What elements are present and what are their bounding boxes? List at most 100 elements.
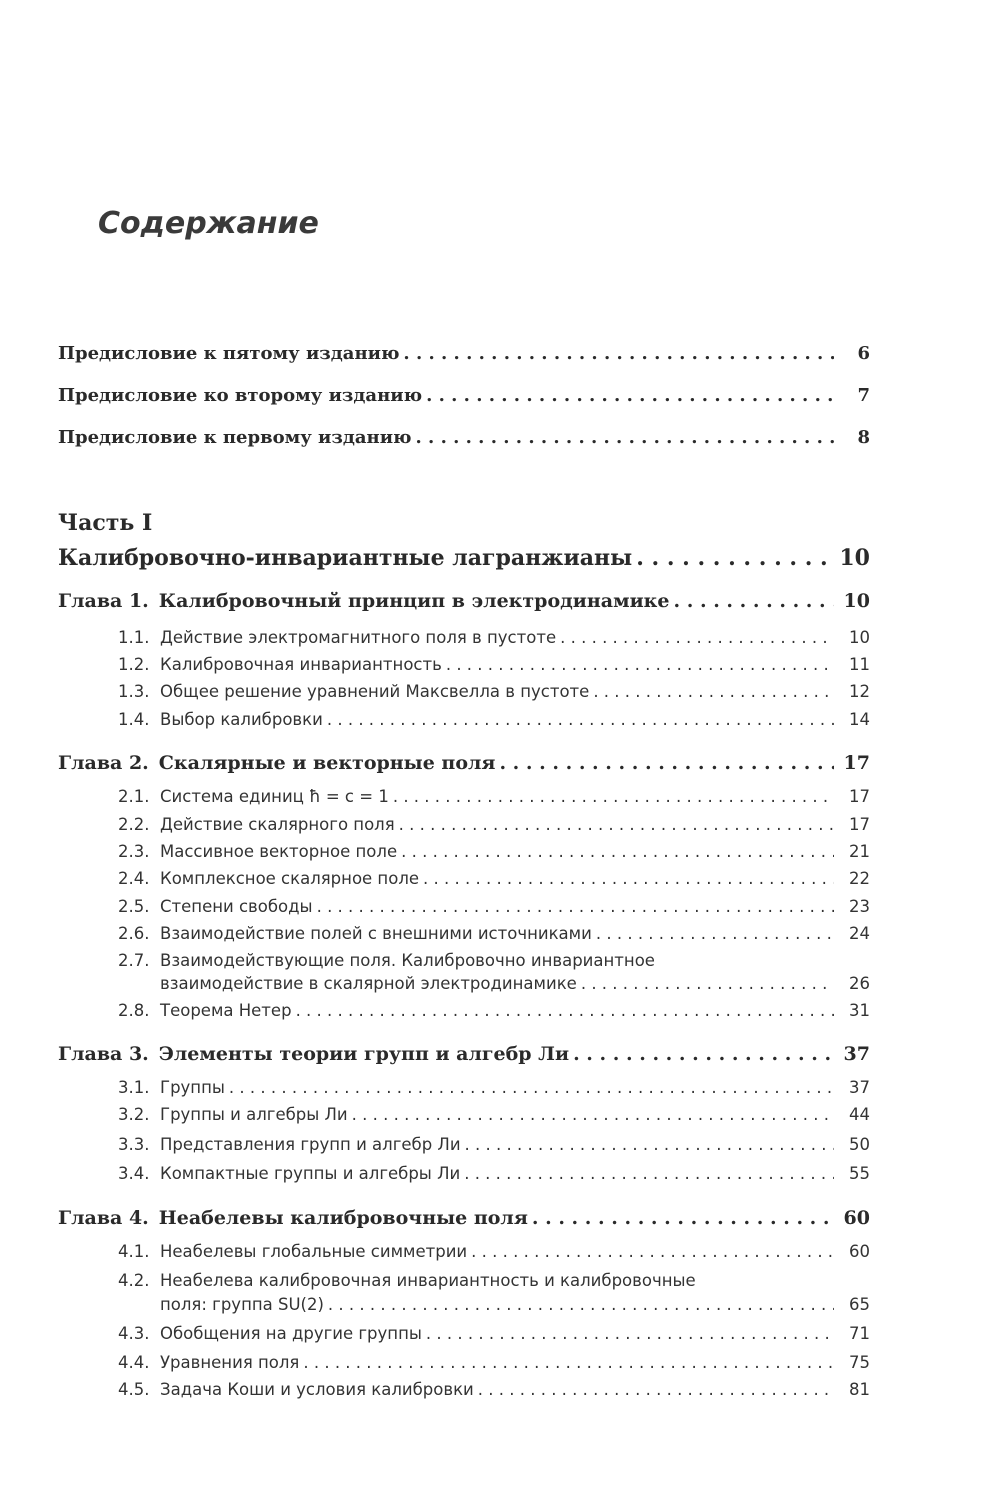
section-title: Взаимодействие полей с внешними источник… [160, 924, 592, 943]
toc-entry-section: 4.3. Обобщения на другие группы 71 [118, 1324, 870, 1343]
page-number: 17 [849, 787, 870, 806]
chapter-title: Калибровочный принцип в электродинамике [158, 590, 670, 612]
section-number: 3.3. [118, 1135, 150, 1154]
section-heading: 1.4. Выбор калибровки [118, 710, 323, 729]
section-title: Компактные группы и алгебры Ли [160, 1164, 461, 1183]
toc-entry-section: 2.2. Действие скалярного поля 17 [118, 815, 870, 834]
section-heading: 2.3. Массивное векторное поле [118, 842, 397, 861]
section-heading: 2.7. Взаимодействующие поля. Калибровочно… [118, 951, 655, 970]
chapter-title: Скалярные и векторные поля [158, 752, 496, 774]
toc-entry-section: 3.3. Представления групп и алгебр Ли 50 [118, 1135, 870, 1154]
page-number: 8 [857, 427, 870, 448]
toc-entry-section: 2.3. Массивное векторное поле 21 [118, 842, 870, 861]
page-number: 37 [849, 1078, 870, 1097]
section-heading: 4.2. Неабелева калибровочная инвариантнос… [118, 1271, 696, 1290]
page-number: 55 [849, 1164, 870, 1183]
dot-leader [317, 897, 834, 916]
section-number: 2.4. [118, 869, 150, 888]
section-number: 1.3. [118, 682, 150, 701]
chapter-number: Глава 2. [58, 752, 149, 774]
dot-leader [446, 655, 834, 674]
toc-entry-preface: Предисловие ко второму изданию 7 [58, 385, 870, 406]
chapter-title: Элементы теории групп и алгебр Ли [158, 1043, 570, 1065]
section-title: Действие электромагнитного поля в пустот… [160, 628, 557, 647]
dot-leader [560, 628, 834, 647]
dot-leader [303, 1353, 834, 1372]
section-title: Задача Коши и условия калибровки [160, 1380, 474, 1399]
section-title: Комплексное скалярное поле [160, 869, 420, 888]
page-number: 22 [849, 869, 870, 888]
section-number: 4.1. [118, 1242, 150, 1261]
part-label: Часть I [58, 510, 870, 536]
page-number: 81 [849, 1380, 870, 1399]
toc-entry-preface: Предисловие к пятому изданию 6 [58, 343, 870, 364]
page-number: 26 [849, 974, 870, 993]
dot-leader [596, 924, 834, 943]
section-number: 3.2. [118, 1105, 150, 1124]
section-heading: 3.4. Компактные группы и алгебры Ли [118, 1164, 460, 1183]
page-number: 6 [857, 343, 870, 364]
section-number: 4.4. [118, 1353, 150, 1372]
page-title: Содержание [98, 206, 319, 241]
section-heading: 3.2. Группы и алгебры Ли [118, 1105, 348, 1124]
section-number: 2.7. [118, 951, 150, 970]
section-title: Степени свободы [160, 897, 313, 916]
chapter-number: Глава 4. [58, 1207, 149, 1229]
entry-title: Предисловие к пятому изданию [58, 343, 400, 364]
page-number: 17 [849, 815, 870, 834]
section-title: Уравнения поля [160, 1353, 300, 1372]
toc-entry-section: 3.2. Группы и алгебры Ли 44 [118, 1105, 870, 1124]
page-number: 37 [843, 1043, 870, 1065]
section-heading: 1.3. Общее решение уравнений Максвелла в … [118, 682, 589, 701]
section-title: Группы [160, 1078, 225, 1097]
toc-entry-section: 4.1. Неабелевы глобальные симметрии 60 [118, 1242, 870, 1261]
dot-leader [328, 1295, 834, 1314]
toc-entry-chapter: Глава 2. Скалярные и векторные поля 17 [58, 752, 870, 774]
dot-leader [296, 1001, 834, 1020]
dot-leader [352, 1105, 834, 1124]
toc-entry-chapter: Глава 4. Неабелевы калибровочные поля 60 [58, 1207, 870, 1229]
page-number: 75 [849, 1353, 870, 1372]
section-heading: 2.1. Система единиц ħ = c = 1 [118, 787, 389, 806]
dot-leader [229, 1078, 834, 1097]
toc-entry-section: 1.1. Действие электромагнитного поля в пу… [118, 628, 870, 647]
section-title: Неабелева калибровочная инвариантность и… [160, 1271, 696, 1290]
section-heading: 1.2. Калибровочная инвариантность [118, 655, 442, 674]
toc-entry-section: 2.7. Взаимодействующие поля. Калибровочно… [118, 951, 870, 970]
dot-leader [499, 752, 834, 774]
section-number: 1.1. [118, 628, 150, 647]
section-heading: 2.6. Взаимодействие полей с внешними исто… [118, 924, 592, 943]
section-heading: 1.1. Действие электромагнитного поля в пу… [118, 628, 556, 647]
chapter-number: Глава 1. [58, 590, 149, 612]
page-number: 14 [849, 710, 870, 729]
dot-leader [401, 842, 834, 861]
section-title: Система единиц ħ = c = 1 [160, 787, 389, 806]
section-heading: 4.1. Неабелевы глобальные симметрии [118, 1242, 467, 1261]
toc-entry-section: 4.2. Неабелева калибровочная инвариантнос… [118, 1271, 870, 1290]
toc-entry-chapter: Глава 1. Калибровочный принцип в электрод… [58, 590, 870, 612]
chapter-heading: Глава 2. Скалярные и векторные поля [58, 752, 495, 774]
section-title: Группы и алгебры Ли [160, 1105, 348, 1124]
toc-entry-section: 2.1. Система единиц ħ = c = 1 17 [118, 787, 870, 806]
chapter-heading: Глава 1. Калибровочный принцип в электрод… [58, 590, 670, 612]
dot-leader [399, 815, 834, 834]
section-heading: 2.5. Степени свободы [118, 897, 313, 916]
page-number: 12 [849, 682, 870, 701]
section-title: Взаимодействующие поля. Калибровочно инв… [160, 951, 655, 970]
section-number: 2.6. [118, 924, 150, 943]
dot-leader [393, 787, 834, 806]
section-number: 2.2. [118, 815, 150, 834]
section-title: Представления групп и алгебр Ли [160, 1135, 461, 1154]
section-number: 1.4. [118, 710, 150, 729]
chapter-number: Глава 3. [58, 1043, 149, 1065]
page-number: 17 [843, 752, 870, 774]
toc-entry-section: 4.4. Уравнения поля 75 [118, 1353, 870, 1372]
dot-leader [426, 385, 834, 406]
toc-entry-chapter: Глава 3. Элементы теории групп и алгебр Л… [58, 1043, 870, 1065]
page-number: 11 [849, 655, 870, 674]
part-label-text: Часть I [58, 510, 153, 536]
page-number: 10 [843, 590, 870, 612]
dot-leader [581, 974, 834, 993]
page-number: 50 [849, 1135, 870, 1154]
toc-entry-section: 2.5. Степени свободы 23 [118, 897, 870, 916]
